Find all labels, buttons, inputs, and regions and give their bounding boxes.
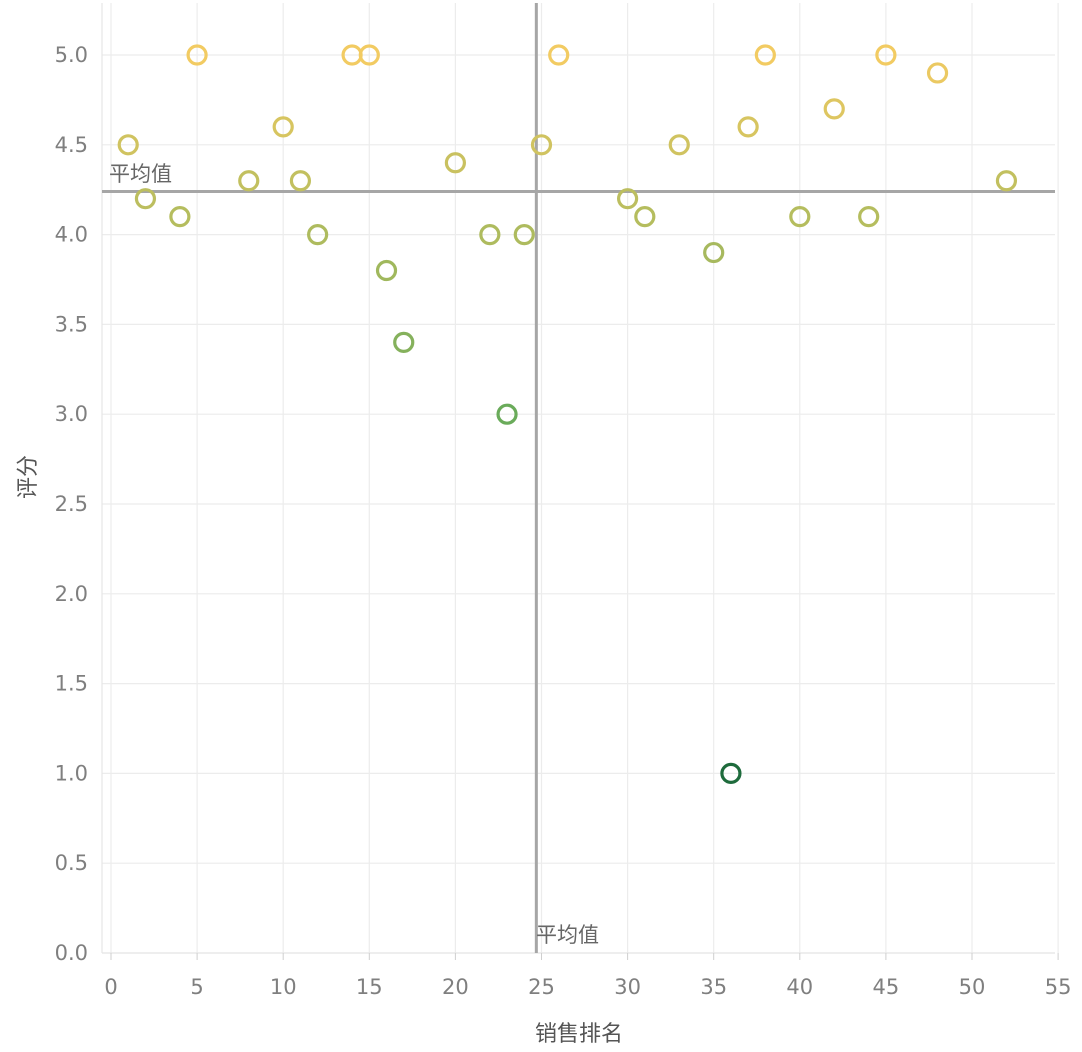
data-point bbox=[169, 206, 191, 228]
data-point bbox=[513, 224, 535, 246]
data-point bbox=[737, 116, 759, 138]
data-point bbox=[720, 762, 742, 785]
data-point bbox=[358, 44, 380, 66]
x-tick-label: 45 bbox=[873, 975, 900, 999]
x-tick-label: 5 bbox=[190, 975, 203, 999]
x-tick-label: 0 bbox=[104, 975, 117, 999]
data-point bbox=[496, 403, 518, 425]
x-axis-title: 销售排名 bbox=[535, 1022, 623, 1047]
y-tick-label: 3.0 bbox=[55, 402, 88, 426]
x-axis-ticks: 0 5 10 15 20 25 30 35 40 45 50 55 bbox=[104, 953, 1071, 999]
x-average-label: 平均值 bbox=[536, 923, 599, 947]
data-point bbox=[875, 44, 897, 66]
grid-lines bbox=[101, 3, 1059, 954]
data-point bbox=[754, 44, 776, 66]
x-tick-label: 50 bbox=[959, 975, 986, 999]
x-tick-label: 20 bbox=[442, 975, 469, 999]
y-average-label: 平均值 bbox=[109, 162, 172, 186]
x-tick-label: 25 bbox=[528, 975, 555, 999]
data-point bbox=[995, 170, 1018, 192]
data-point bbox=[134, 188, 157, 210]
y-tick-label: 1.5 bbox=[55, 672, 88, 696]
data-point bbox=[858, 206, 880, 228]
data-point bbox=[616, 188, 639, 210]
x-tick-label: 55 bbox=[1045, 975, 1072, 999]
data-point bbox=[289, 170, 312, 192]
data-point bbox=[823, 98, 845, 120]
y-tick-label: 5.0 bbox=[55, 43, 88, 67]
data-point bbox=[634, 206, 656, 228]
data-point bbox=[668, 134, 690, 156]
data-point bbox=[444, 152, 466, 174]
data-point bbox=[393, 331, 415, 353]
x-tick-label: 15 bbox=[356, 975, 383, 999]
x-tick-label: 40 bbox=[786, 975, 813, 999]
data-point bbox=[703, 241, 725, 264]
y-tick-label: 1.0 bbox=[55, 761, 88, 785]
data-point bbox=[238, 170, 260, 192]
data-point bbox=[375, 259, 398, 282]
data-point bbox=[530, 134, 553, 156]
data-point bbox=[548, 44, 570, 66]
x-tick-label: 10 bbox=[270, 975, 297, 999]
data-point bbox=[789, 206, 811, 228]
y-tick-label: 2.0 bbox=[55, 582, 88, 606]
y-tick-label: 3.5 bbox=[55, 312, 88, 336]
y-tick-label: 0.0 bbox=[55, 941, 88, 965]
y-axis-title: 评分 bbox=[16, 455, 41, 499]
data-points bbox=[117, 44, 1018, 785]
data-point bbox=[479, 224, 501, 246]
y-tick-label: 0.5 bbox=[55, 851, 88, 875]
data-point bbox=[307, 224, 329, 246]
data-point bbox=[272, 116, 294, 138]
data-point bbox=[926, 62, 949, 84]
y-tick-label: 2.5 bbox=[55, 492, 88, 516]
y-tick-label: 4.5 bbox=[55, 133, 88, 157]
y-axis-ticks: 0.0 0.5 1.0 1.5 2.0 2.5 3.0 3.5 4.0 4.5 5.0 bbox=[55, 43, 88, 965]
data-point bbox=[117, 134, 139, 156]
x-tick-label: 35 bbox=[700, 975, 727, 999]
y-tick-label: 4.0 bbox=[55, 223, 88, 247]
data-point bbox=[186, 44, 208, 66]
average-reference-lines bbox=[102, 3, 1055, 953]
x-tick-label: 30 bbox=[614, 975, 641, 999]
